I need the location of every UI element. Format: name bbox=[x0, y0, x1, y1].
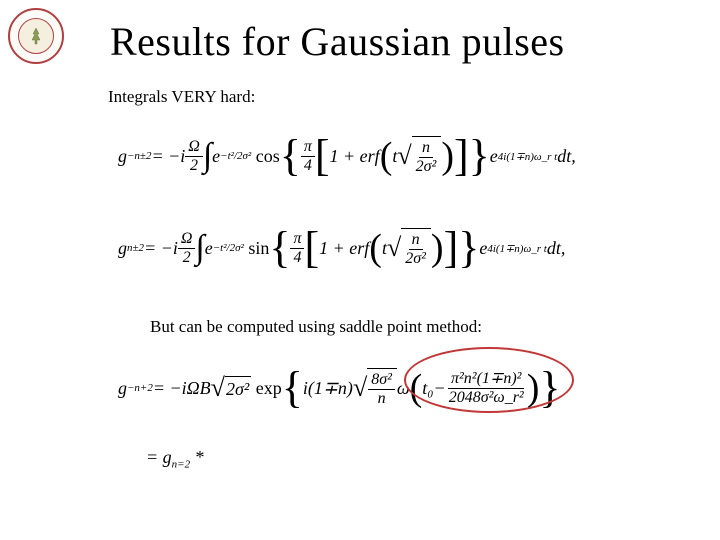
eq2-tail-pow: 4i(1∓n)ω_r t bbox=[487, 242, 546, 255]
eq3-lhs-sub: −n+2 bbox=[127, 382, 153, 394]
equation-1: g−n±2 = −i Ω 2 ∫ e−t²/2σ² cos { π 4 [ 1 … bbox=[118, 125, 720, 187]
equation-block-1: g−n±2 = −i Ω 2 ∫ e−t²/2σ² cos { π 4 [ 1 … bbox=[0, 107, 720, 279]
eq1-cos: cos bbox=[256, 146, 280, 167]
eq1-tail-e: e bbox=[490, 146, 498, 167]
eq1-lhs-sub: −n±2 bbox=[127, 150, 151, 162]
eq3-exp-label: exp bbox=[256, 378, 282, 399]
eq2-one-plus-erf: 1 + erf bbox=[319, 238, 369, 259]
eq1-tail-pow: 4i(1∓n)ω_r t bbox=[498, 150, 557, 163]
eq1-eq-minus-i: = −i bbox=[151, 146, 185, 167]
eq2-e: e bbox=[205, 238, 213, 259]
eq1-exp-pow: −t²/2σ² bbox=[220, 150, 251, 162]
eq3-big-frac: π²n²(1∓n)² 2048σ²ω_r² bbox=[446, 370, 527, 406]
eq2-sin: sin bbox=[248, 238, 269, 259]
eq3-line2-eq-g: = g bbox=[146, 447, 172, 467]
eq2-pi-over-4: π 4 bbox=[290, 230, 304, 266]
eq3-inside1: i(1∓n) bbox=[303, 378, 353, 399]
equation-3-line2: = gn=2 * bbox=[118, 429, 720, 471]
eq3-line2-star: * bbox=[195, 447, 204, 467]
university-seal-logo bbox=[8, 8, 64, 64]
eq1-e: e bbox=[212, 146, 220, 167]
eq1-lhs-g: g bbox=[118, 146, 127, 167]
equation-2: gn±2 = −i Ω 2 ∫ e−t²/2σ² sin { π 4 [ 1 +… bbox=[118, 217, 720, 279]
subtitle-integrals-hard: Integrals VERY hard: bbox=[0, 65, 720, 107]
eq2-tail-e: e bbox=[479, 238, 487, 259]
eq3-omega: ω bbox=[397, 378, 410, 399]
eq2-sqrt: √ n 2σ² bbox=[387, 228, 431, 267]
equation-3: g−n+2 = −iΩB √ 2σ² exp { i(1∓n) √ 8σ² n … bbox=[118, 357, 720, 419]
eq3-t0: t₀ bbox=[422, 378, 433, 399]
eq2-dt: dt, bbox=[547, 238, 566, 259]
eq3-minus: − bbox=[434, 378, 446, 399]
eq3-sqrt2: √ 8σ² n bbox=[353, 368, 397, 407]
eq1-sqrt: √ n 2σ² bbox=[397, 136, 441, 175]
eq1-omega-over-2: Ω 2 bbox=[185, 138, 203, 174]
eq3-line2-sub: n=2 bbox=[172, 459, 190, 471]
equation-block-2: g−n+2 = −iΩB √ 2σ² exp { i(1∓n) √ 8σ² n … bbox=[0, 337, 720, 471]
eq2-omega-over-2: Ω 2 bbox=[178, 230, 196, 266]
subtitle-saddle-point: But can be computed using saddle point m… bbox=[0, 309, 720, 337]
eq2-lhs-g: g bbox=[118, 238, 127, 259]
eq2-eq-minus-i: = −i bbox=[144, 238, 178, 259]
eq3-prefix: = −iΩB bbox=[153, 378, 211, 399]
slide-title: Results for Gaussian pulses bbox=[0, 0, 720, 65]
eq3-sqrt1: √ 2σ² bbox=[211, 373, 252, 403]
eq1-dt: dt, bbox=[557, 146, 576, 167]
eq3-lhs-g: g bbox=[118, 378, 127, 399]
integral-icon: ∫ bbox=[203, 137, 212, 175]
tree-icon bbox=[28, 26, 44, 46]
eq1-pi-over-4: π 4 bbox=[301, 138, 315, 174]
eq1-one-plus-erf: 1 + erf bbox=[330, 146, 380, 167]
eq2-lhs-sub: n±2 bbox=[127, 242, 144, 254]
eq2-exp-pow: −t²/2σ² bbox=[213, 242, 244, 254]
integral-icon: ∫ bbox=[195, 229, 204, 267]
